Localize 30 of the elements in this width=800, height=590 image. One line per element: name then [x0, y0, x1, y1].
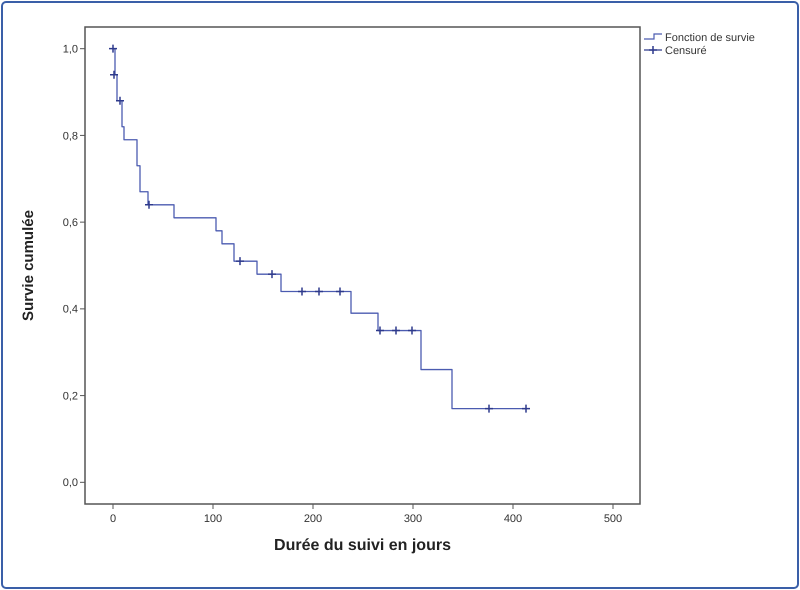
- point: [375, 326, 385, 336]
- point: [109, 70, 119, 80]
- point: [144, 200, 154, 210]
- y-tick-label: 0,0: [62, 477, 78, 490]
- y-tick-label: 0,8: [62, 130, 78, 142]
- point: [115, 96, 125, 106]
- x-tick-label: 200: [304, 513, 322, 525]
- point: [314, 286, 324, 296]
- y-tick-label: 0,4: [62, 304, 78, 316]
- y-axis-title: Survie cumulée: [20, 210, 37, 321]
- x-axis-title: Durée du suivi en jours: [274, 537, 452, 554]
- x-tick-label: 500: [604, 513, 622, 525]
- point: [484, 404, 494, 414]
- x-tick-label: 400: [504, 513, 522, 525]
- y-tick-label: 0,6: [62, 216, 78, 229]
- y-tick-label: 0,2: [62, 390, 78, 402]
- point: [391, 326, 401, 336]
- point: [267, 269, 277, 279]
- legend-label: Fonction de survie: [665, 32, 755, 44]
- x-tick-label: 300: [404, 513, 422, 525]
- legend-label: Censuré: [665, 44, 707, 57]
- x-tick-label: 100: [204, 513, 222, 525]
- point: [297, 286, 307, 296]
- point: [407, 326, 417, 336]
- point: [521, 404, 531, 414]
- x-tick-label: 0: [110, 513, 116, 525]
- y-tick-label: 1,0: [62, 44, 78, 56]
- point: [108, 44, 118, 54]
- point: [335, 286, 345, 296]
- point: [235, 256, 245, 266]
